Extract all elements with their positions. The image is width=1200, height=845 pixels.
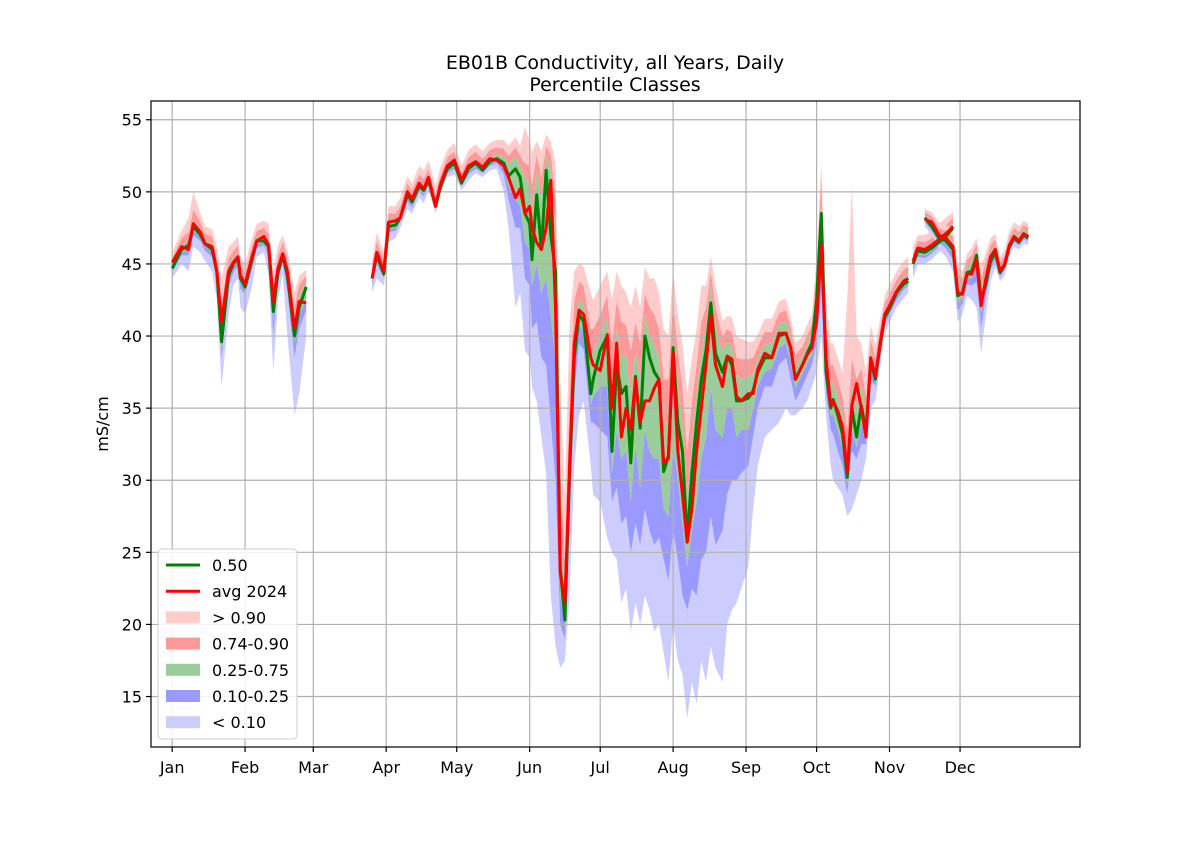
band-gt90-segment-3 — [924, 209, 1029, 279]
avg-line-segment-2 — [911, 225, 955, 262]
band-gt90-segment-1 — [372, 127, 909, 560]
legend: 0.50 avg 2024 > 0.90 0.74-0.90 0.25-0.75 0.10… — [157, 548, 298, 740]
legend-swatch-gt90 — [166, 611, 200, 624]
avg-line-segment-3 — [924, 217, 1030, 308]
band-p10_25-segment-1 — [372, 161, 909, 639]
y-tick-label: 30 — [122, 471, 142, 490]
x-tick-label: Aug — [657, 758, 688, 777]
x-tick-label: Oct — [803, 758, 831, 777]
legend-swatch-lt10 — [166, 716, 200, 729]
avg-line-segment-0 — [170, 222, 307, 331]
x-tick-label: Nov — [874, 758, 905, 777]
y-tick-label: 50 — [122, 183, 142, 202]
y-tick-label: 45 — [122, 255, 142, 274]
legend-swatch-p10_25 — [166, 690, 200, 702]
y-tick-label: 35 — [122, 399, 142, 418]
y-axis-label: mS/cm — [93, 396, 112, 452]
y-tick-label: 15 — [122, 688, 142, 707]
legend-label-p10_25: 0.10-0.25 — [212, 687, 289, 706]
x-tick-label: Feb — [231, 758, 259, 777]
legend-label-p74_90: 0.74-0.90 — [212, 635, 289, 654]
x-tick-label: Jul — [590, 758, 610, 777]
legend-label-gt90: > 0.90 — [212, 608, 266, 627]
y-tick-label: 25 — [122, 543, 142, 562]
x-tick-label: Mar — [298, 758, 329, 777]
band-p74_90-segment-0 — [172, 209, 307, 322]
legend-label-p25_75: 0.25-0.75 — [212, 661, 289, 680]
y-tick-label: 55 — [122, 111, 142, 130]
x-tick-label: Dec — [945, 758, 976, 777]
y-tick-label: 40 — [122, 327, 142, 346]
legend-label-avg: avg 2024 — [212, 582, 287, 601]
plot-frame — [150, 100, 1081, 748]
chart-subtitle: Percentile Classes — [529, 74, 700, 96]
x-tick-label: Sep — [731, 758, 761, 777]
x-tick-label: Jun — [516, 758, 542, 777]
band-p74_90-segment-1 — [372, 145, 909, 596]
legend-label-median: 0.50 — [212, 556, 248, 575]
legend-swatch-p74_90 — [166, 637, 200, 650]
y-axis: 15 20 25 30 35 40 45 50 55 — [122, 111, 151, 707]
band-lt10-segment-1 — [372, 163, 909, 719]
band-lt10-segment-3 — [924, 222, 1029, 354]
legend-swatch-p25_75 — [166, 663, 200, 676]
x-axis: Jan Feb Mar Apr May Jun Jul Aug Sep Oct Nov Dec — [159, 747, 976, 777]
y-tick-label: 20 — [122, 615, 142, 634]
x-tick-label: Apr — [372, 758, 400, 777]
avg-line-segment-1 — [370, 157, 910, 605]
series-lines — [170, 157, 1030, 622]
x-tick-label: Jan — [159, 758, 185, 777]
x-tick-label: May — [440, 758, 473, 777]
band-p25_75-segment-1 — [372, 154, 909, 625]
chart-title: EB01B Conductivity, all Years, Daily — [446, 52, 784, 74]
legend-label-lt10: < 0.10 — [212, 713, 266, 732]
